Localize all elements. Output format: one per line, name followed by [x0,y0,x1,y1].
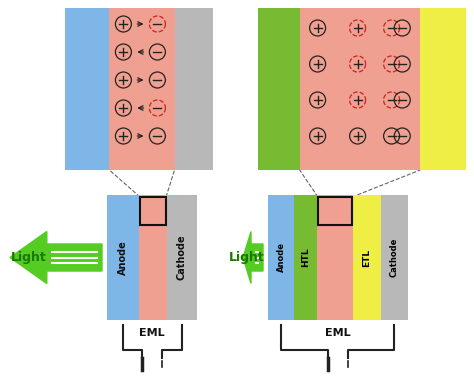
Circle shape [310,128,326,144]
Circle shape [149,128,165,144]
Circle shape [115,128,131,144]
Bar [107,195,139,320]
Circle shape [115,16,131,32]
Circle shape [383,128,400,144]
Circle shape [310,92,326,108]
Bar [139,195,167,320]
Text: ETL: ETL [363,249,372,266]
Circle shape [310,56,326,72]
Polygon shape [243,232,263,283]
Polygon shape [10,232,102,283]
Text: Light: Light [10,251,46,264]
Circle shape [115,44,131,60]
Text: EML: EML [139,328,165,338]
Circle shape [149,100,165,116]
Circle shape [383,92,400,108]
Circle shape [149,16,165,32]
Bar [140,197,166,225]
Text: Anode: Anode [276,243,285,273]
Bar [420,8,466,170]
Bar [65,8,109,170]
Circle shape [310,20,326,36]
Bar [258,8,300,170]
Bar [174,8,213,170]
Bar [318,197,352,225]
Bar [381,195,408,320]
Bar [294,195,317,320]
Circle shape [394,56,410,72]
Bar [167,195,197,320]
Circle shape [350,128,365,144]
Bar [353,195,381,320]
Circle shape [149,72,165,88]
Circle shape [394,92,410,108]
Circle shape [394,20,410,36]
Circle shape [350,56,365,72]
Text: Light: Light [229,251,265,264]
Text: EML: EML [325,328,351,338]
Bar [109,8,174,170]
Circle shape [350,92,365,108]
Circle shape [394,128,410,144]
Text: HTL: HTL [301,248,310,267]
Bar [300,8,420,170]
Bar [268,195,294,320]
Text: Anode: Anode [118,240,128,275]
Circle shape [383,56,400,72]
Bar [317,195,353,320]
Text: Cathode: Cathode [390,238,399,277]
Circle shape [149,44,165,60]
Text: Cathode: Cathode [177,235,187,280]
Circle shape [115,100,131,116]
Circle shape [383,20,400,36]
Circle shape [350,20,365,36]
Circle shape [115,72,131,88]
